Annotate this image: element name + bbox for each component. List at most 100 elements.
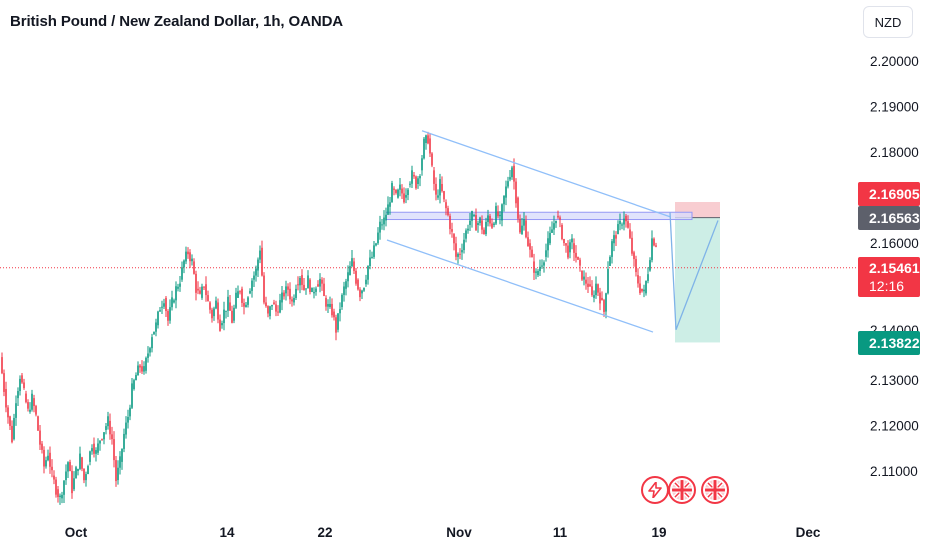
candle: [263, 272, 265, 305]
channel-upper-line[interactable]: [421, 130, 671, 218]
time-tick-label: 19: [651, 525, 666, 540]
price-axis[interactable]: 2.20000 2.19000 2.18000 2.16000 2.13000 2.120…: [870, 54, 919, 479]
candle: [647, 267, 649, 284]
candle: [173, 298, 175, 304]
lightning-icon[interactable]: [641, 476, 669, 504]
last-price-badge: 2.15461 12:16: [858, 257, 920, 297]
uk-flag-icon[interactable]: [701, 476, 729, 504]
price-tick-label: 2.12000: [870, 418, 919, 433]
candle: [431, 152, 433, 168]
candle: [233, 304, 235, 324]
candle: [211, 307, 213, 323]
candle: [447, 205, 449, 217]
candle: [309, 278, 311, 295]
candle: [549, 226, 551, 246]
candle: [395, 189, 397, 195]
hidden-tick-label: 2.14000: [870, 323, 919, 331]
candle: [31, 389, 33, 412]
candle: [157, 310, 159, 329]
candle: [495, 202, 497, 226]
candle: [5, 381, 7, 413]
candle: [323, 277, 325, 297]
candle: [325, 295, 327, 311]
candle: [369, 249, 371, 270]
candle: [105, 423, 107, 435]
candle: [471, 210, 473, 228]
time-tick-label: Nov: [446, 525, 472, 540]
candle: [153, 331, 155, 335]
candle: [507, 176, 509, 189]
candle: [551, 221, 553, 234]
candle: [29, 402, 31, 414]
time-axis[interactable]: Oct 14 22 Nov 11 19 Dec: [65, 525, 821, 540]
candle: [499, 210, 501, 225]
uk-flag-icon[interactable]: [668, 476, 696, 504]
candle: [557, 210, 559, 219]
candle: [307, 270, 309, 289]
candle: [131, 378, 133, 410]
candle: [367, 265, 369, 285]
channel-lower-line[interactable]: [386, 239, 654, 333]
candle: [269, 305, 271, 320]
candle: [185, 246, 187, 265]
candle: [243, 298, 245, 315]
candle: [191, 254, 193, 266]
candle: [653, 237, 655, 247]
candle: [425, 134, 427, 150]
candle: [645, 280, 647, 296]
candle: [33, 394, 35, 413]
candle: [221, 320, 223, 329]
candle: [345, 278, 347, 296]
candle: [563, 238, 565, 246]
candle: [79, 446, 81, 471]
candle: [489, 213, 491, 227]
candle: [183, 259, 185, 274]
candle: [459, 248, 461, 260]
candle: [631, 231, 633, 256]
candle: [261, 240, 263, 277]
candle: [195, 270, 197, 301]
candle: [85, 471, 87, 487]
candle: [515, 178, 517, 208]
candle: [483, 227, 485, 235]
candle: [441, 176, 443, 193]
candle: [547, 231, 549, 258]
candle: [57, 485, 59, 503]
candle: [93, 437, 95, 458]
candle: [379, 215, 381, 240]
candle: [377, 227, 379, 245]
stop-price-badge: 2.16905: [858, 182, 920, 206]
candle: [397, 188, 399, 199]
take-profit-zone[interactable]: [675, 217, 720, 343]
candle: [177, 283, 179, 292]
candle: [161, 300, 163, 314]
candle: [327, 299, 329, 313]
candle: [429, 133, 431, 158]
candle: [7, 405, 9, 424]
candle: [19, 375, 21, 396]
candle: [439, 173, 441, 204]
candle: [623, 211, 625, 231]
candle: [351, 250, 353, 268]
candle: [109, 413, 111, 440]
candle: [473, 213, 475, 217]
currency-button[interactable]: NZD: [863, 6, 913, 38]
candle: [215, 296, 217, 310]
candle: [585, 272, 587, 290]
resistance-zone[interactable]: [385, 211, 693, 221]
price-tick-label: 2.16000: [870, 236, 919, 251]
price-tick-label: 2.13000: [870, 373, 919, 388]
candle: [39, 424, 41, 450]
candle: [49, 446, 51, 474]
candle: [205, 276, 207, 302]
candle: [605, 292, 607, 319]
candle: [167, 309, 169, 326]
candle: [577, 256, 579, 260]
candle: [137, 361, 139, 376]
candle: [301, 269, 303, 291]
projection-path[interactable]: [669, 212, 719, 331]
candle: [315, 286, 317, 296]
candle: [123, 428, 125, 453]
candle: [621, 222, 623, 230]
